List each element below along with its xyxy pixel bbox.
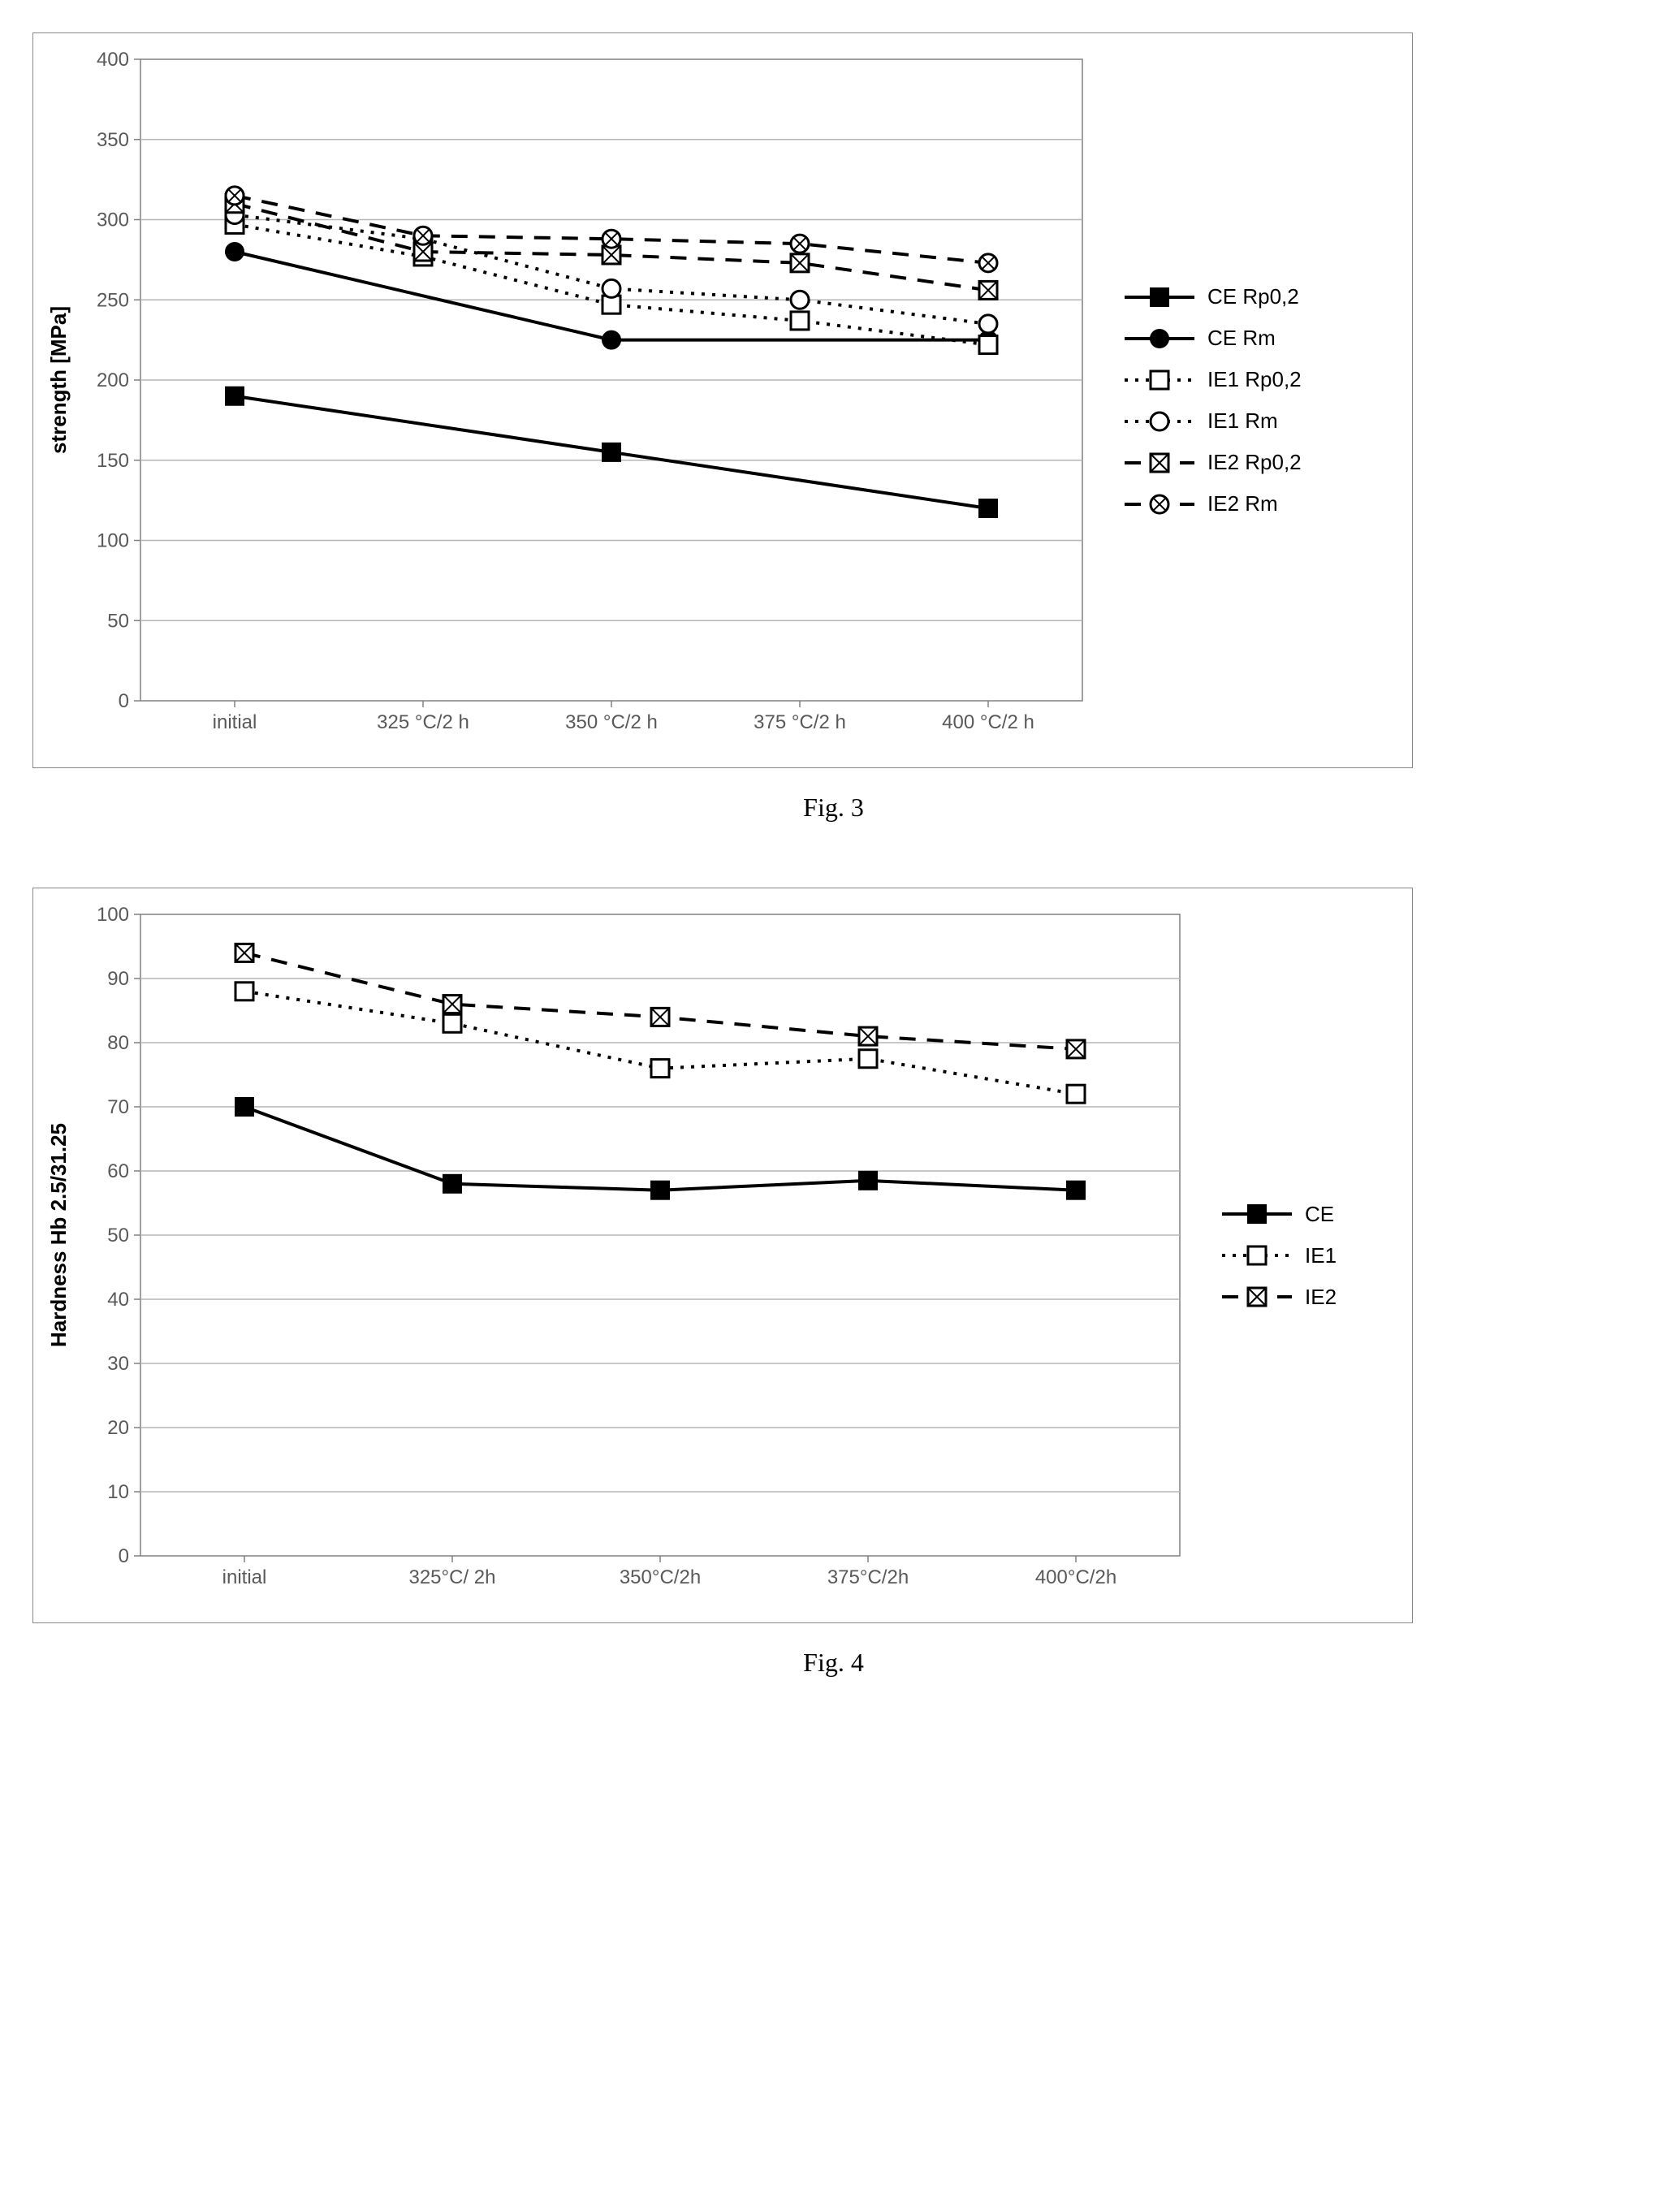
figure-3-chart-row: 0 50 100 150 200 250 300 350 400 initial 325 °C/2 … [43, 43, 1402, 758]
legend-swatch [1220, 1243, 1293, 1268]
svg-text:60: 60 [107, 1160, 129, 1182]
figure-3-panel: 0 50 100 150 200 250 300 350 400 initial 325 °C/2 … [32, 32, 1413, 768]
legend-label: IE2 Rm [1207, 491, 1278, 516]
legend-entry: CE Rm [1123, 326, 1302, 351]
svg-text:70: 70 [107, 1096, 129, 1118]
svg-text:initial: initial [213, 711, 257, 733]
svg-text:325°C/ 2h: 325°C/ 2h [408, 1566, 495, 1588]
svg-text:20: 20 [107, 1417, 129, 1439]
svg-text:10: 10 [107, 1481, 129, 1503]
legend-label: IE1 [1305, 1243, 1337, 1268]
legend-swatch [1123, 368, 1196, 392]
legend-entry: IE1 [1220, 1243, 1337, 1268]
svg-text:0: 0 [119, 690, 129, 712]
svg-text:350°C/2h: 350°C/2h [620, 1566, 701, 1588]
svg-text:200: 200 [97, 369, 129, 391]
legend-swatch [1123, 492, 1196, 516]
figure-4-legend: CE IE1 IE2 [1220, 1186, 1337, 1326]
svg-text:375 °C/2 h: 375 °C/2 h [754, 711, 846, 733]
figure-4-chart-row: 0 10 20 30 40 50 60 70 80 90 100 initial 325°C/ 2h 35… [43, 898, 1402, 1613]
legend-label: CE Rm [1207, 326, 1276, 351]
svg-text:250: 250 [97, 289, 129, 311]
legend-entry: CE [1220, 1202, 1337, 1227]
legend-label: CE [1305, 1202, 1334, 1227]
legend-label: IE1 Rm [1207, 408, 1278, 434]
figure-4-panel: 0 10 20 30 40 50 60 70 80 90 100 initial 325°C/ 2h 35… [32, 888, 1413, 1623]
svg-text:400 °C/2 h: 400 °C/2 h [942, 711, 1034, 733]
svg-text:50: 50 [107, 1225, 129, 1246]
svg-text:initial: initial [222, 1566, 267, 1588]
svg-text:80: 80 [107, 1032, 129, 1054]
svg-text:400: 400 [97, 49, 129, 71]
svg-text:0: 0 [119, 1545, 129, 1567]
svg-text:90: 90 [107, 968, 129, 990]
svg-text:strength [MPa]: strength [MPa] [46, 306, 71, 454]
legend-swatch [1123, 409, 1196, 434]
svg-text:350 °C/2 h: 350 °C/2 h [565, 711, 658, 733]
svg-text:350: 350 [97, 129, 129, 151]
svg-text:100: 100 [97, 904, 129, 926]
figure-3-caption: Fig. 3 [32, 793, 1635, 823]
legend-label: IE1 Rp0,2 [1207, 367, 1302, 392]
svg-text:30: 30 [107, 1353, 129, 1375]
legend-entry: IE2 Rp0,2 [1123, 450, 1302, 475]
svg-text:100: 100 [97, 530, 129, 552]
legend-entry: IE2 [1220, 1285, 1337, 1310]
legend-swatch [1220, 1202, 1293, 1226]
figure-3-legend: CE Rp0,2 CE Rm IE1 Rp0,2 IE1 Rm IE2 Rp0,2 IE2… [1123, 268, 1302, 533]
legend-entry: IE2 Rm [1123, 491, 1302, 516]
svg-text:150: 150 [97, 450, 129, 472]
legend-swatch [1220, 1285, 1293, 1309]
legend-swatch [1123, 326, 1196, 351]
svg-text:50: 50 [107, 610, 129, 632]
svg-text:375°C/2h: 375°C/2h [827, 1566, 909, 1588]
legend-swatch [1123, 285, 1196, 309]
legend-entry: CE Rp0,2 [1123, 284, 1302, 309]
legend-label: IE2 [1305, 1285, 1337, 1310]
svg-text:300: 300 [97, 210, 129, 231]
figure-4-chart: 0 10 20 30 40 50 60 70 80 90 100 initial 325°C/ 2h 35… [43, 898, 1196, 1613]
figure-3-chart: 0 50 100 150 200 250 300 350 400 initial 325 °C/2 … [43, 43, 1099, 758]
legend-label: IE2 Rp0,2 [1207, 450, 1302, 475]
svg-text:325 °C/2 h: 325 °C/2 h [377, 711, 469, 733]
legend-entry: IE1 Rm [1123, 408, 1302, 434]
svg-text:400°C/2h: 400°C/2h [1035, 1566, 1116, 1588]
svg-text:Hardness Hb 2.5/31.25: Hardness Hb 2.5/31.25 [46, 1123, 71, 1347]
legend-label: CE Rp0,2 [1207, 284, 1299, 309]
legend-entry: IE1 Rp0,2 [1123, 367, 1302, 392]
svg-text:40: 40 [107, 1289, 129, 1311]
legend-swatch [1123, 451, 1196, 475]
figure-4-caption: Fig. 4 [32, 1648, 1635, 1678]
